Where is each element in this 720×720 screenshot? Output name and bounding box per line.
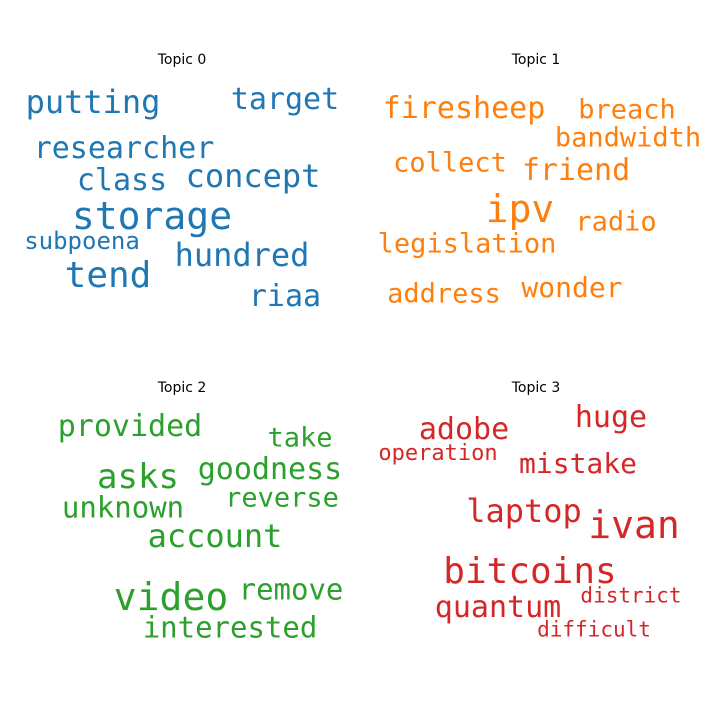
word-researcher: researcher [33,131,215,166]
word-huge: huge [574,400,648,435]
word-reverse: reverse [225,482,339,514]
word-target: target [230,82,340,117]
word-legislation: legislation [377,228,557,260]
word-hundred: hundred [174,236,310,274]
word-breach: breach [578,94,676,126]
word-take: take [267,422,333,454]
word-ipv: ipv [485,187,555,231]
word-video: video [113,575,229,619]
word-tend: tend [64,255,152,296]
word-friend: friend [521,153,631,188]
word-firesheep: firesheep [382,91,546,126]
panel-title: Topic 0 [157,52,207,68]
word-interested: interested [142,610,318,645]
word-unknown: unknown [61,490,185,525]
word-subpoena: subpoena [24,227,140,255]
word-bandwidth: bandwidth [554,122,702,154]
word-concept: concept [185,157,321,195]
word-class: class [76,163,168,198]
panel-title: Topic 2 [157,380,207,396]
wordcloud-panel-topic-0: Topic 0 storage tend concept hundred put… [12,52,352,352]
wordcloud-panel-topic-1: Topic 1 ipv firesheep friend wonder legi… [366,52,706,352]
word-address: address [387,278,501,310]
word-storage: storage [71,194,233,238]
wordcloud-panel-topic-3: Topic 3 ivan bitcoins laptop quantum hug… [366,380,706,680]
word-putting: putting [25,83,161,121]
word-district: district [580,583,682,608]
panel-title: Topic 3 [511,380,561,396]
word-account: account [147,517,283,555]
word-laptop: laptop [466,492,582,530]
word-wonder: wonder [521,271,623,304]
word-operation: operation [378,441,498,466]
word-radio: radio [575,206,657,238]
word-bitcoins: bitcoins [443,551,617,592]
word-ivan: ivan [588,503,680,547]
wordcloud-panel-topic-2: Topic 2 video asks account goodness prov… [12,380,352,680]
word-adobe: adobe [418,412,510,447]
word-riaa: riaa [248,279,322,314]
word-goodness: goodness [197,452,343,487]
word-difficult: difficult [537,617,651,642]
word-asks: asks [97,457,179,497]
word-quantum: quantum [434,590,562,625]
word-provided: provided [57,409,203,444]
word-remove: remove [238,572,344,607]
panel-title: Topic 1 [511,52,561,68]
word-mistake: mistake [518,447,638,480]
word-collect: collect [393,147,507,179]
